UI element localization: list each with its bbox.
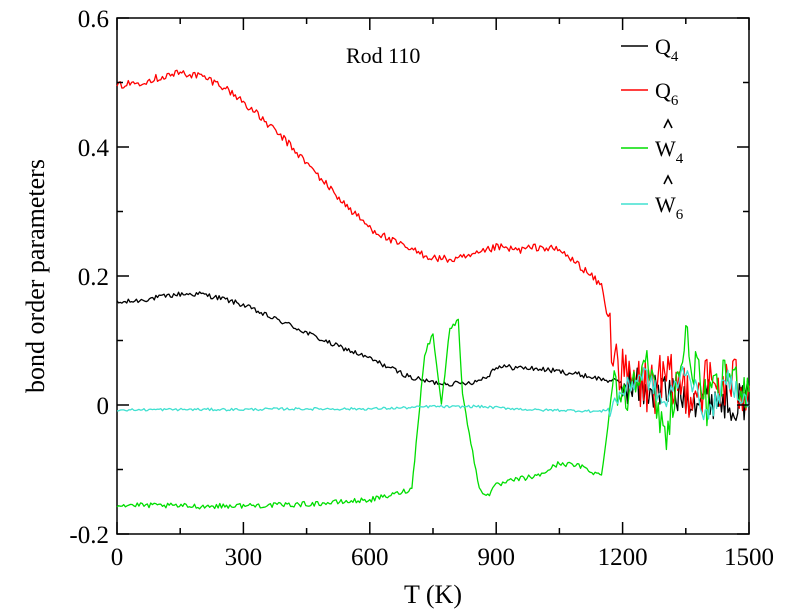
x-tick-label: 300	[225, 544, 263, 571]
legend-label-1: Q4	[655, 34, 679, 65]
legend-label-2: Q6	[655, 78, 679, 109]
x-tick-label: 0	[111, 544, 124, 571]
series-line-3	[116, 318, 750, 510]
series-line-1	[116, 291, 750, 422]
y-tick-label: -0.2	[69, 522, 109, 549]
tick-layer: 0 300 600 900 1200 1500-0.200.20.40.6	[69, 6, 774, 571]
plot-area	[116, 17, 750, 535]
hat-icon	[663, 174, 673, 185]
legend-label-4: W6	[655, 192, 684, 223]
x-axis-title: T (K)	[404, 580, 462, 609]
series-layer	[116, 69, 750, 510]
y-tick-label: 0	[97, 393, 110, 420]
series-line-2	[116, 69, 750, 418]
x-tick-label: 1200	[598, 544, 648, 571]
x-tick-label: 600	[351, 544, 389, 571]
y-tick-label: 0.4	[78, 135, 110, 162]
y-tick-label: 0.2	[78, 264, 109, 291]
y-tick-label: 0.6	[78, 6, 109, 33]
series-line-4	[116, 365, 750, 421]
x-tick-label: 900	[477, 544, 515, 571]
legend: Q4 Q6 W4 W6	[621, 34, 684, 223]
legend-label-3: W4	[655, 136, 684, 167]
y-axis-title: bond order parameters	[21, 159, 50, 393]
chart-annotation: Rod 110	[346, 43, 420, 68]
hat-icon	[663, 118, 673, 129]
x-tick-label: 1500	[724, 544, 774, 571]
